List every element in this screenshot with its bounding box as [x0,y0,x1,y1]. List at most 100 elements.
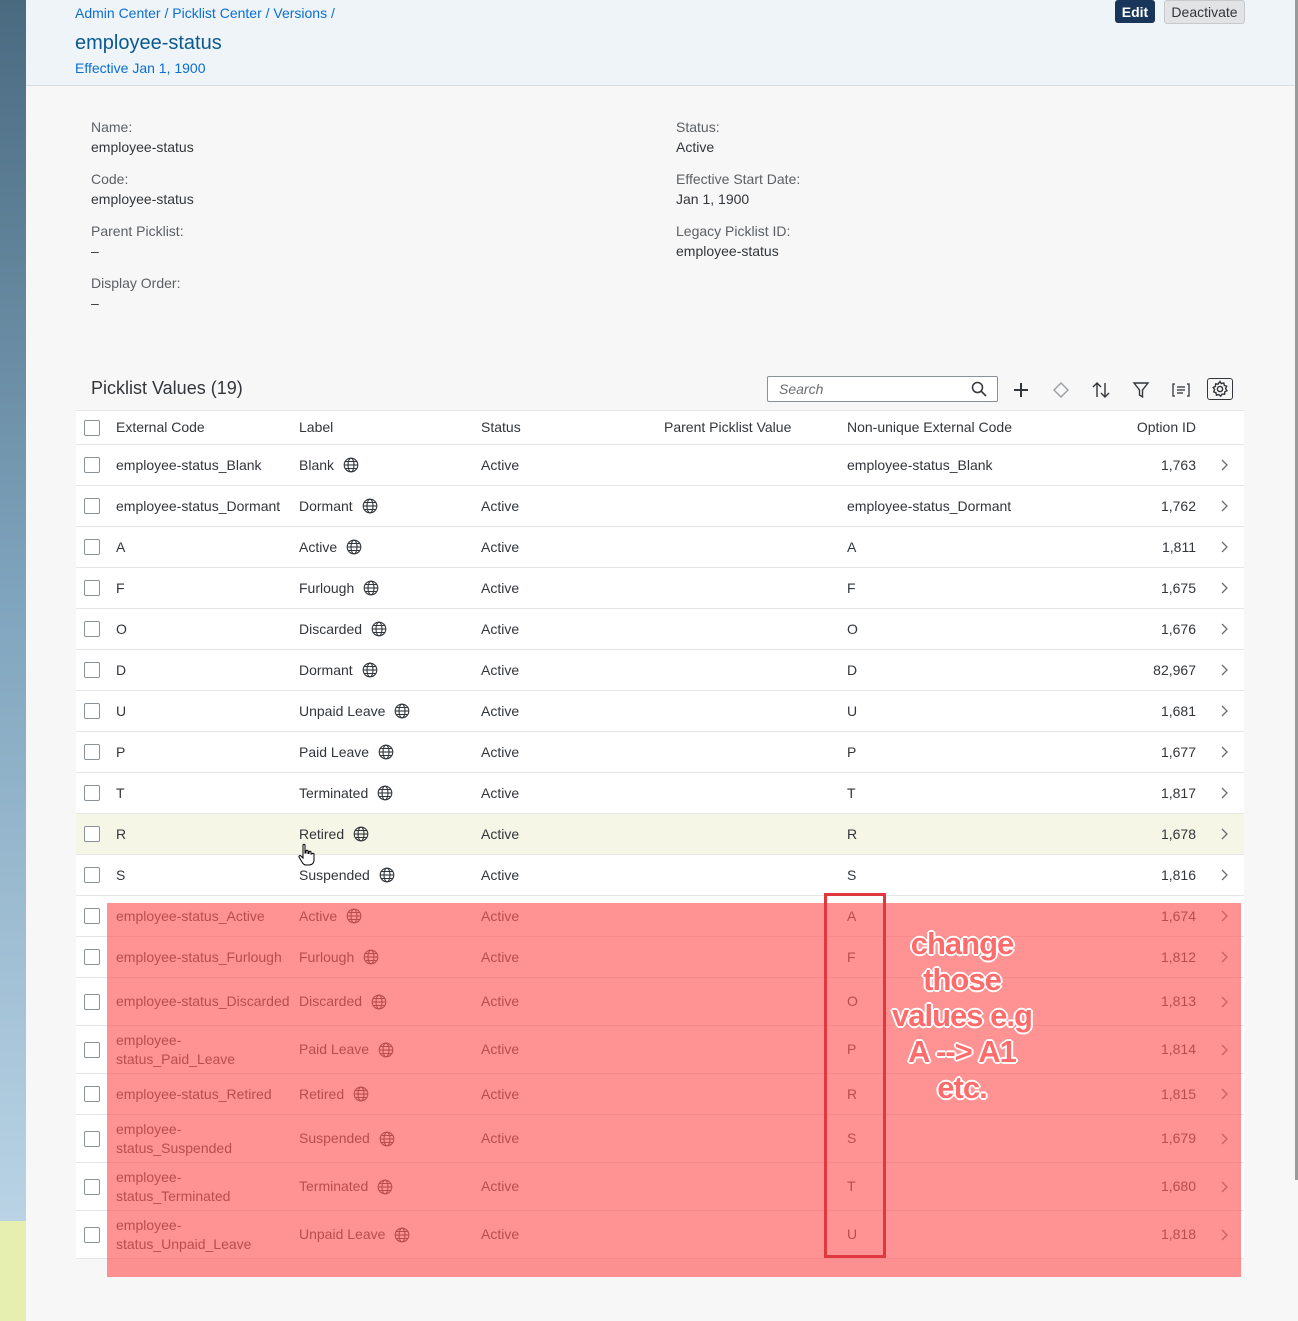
group-icon[interactable] [1169,378,1193,402]
globe-icon[interactable] [353,1086,369,1102]
chevron-right-icon[interactable] [1220,869,1228,881]
search-field[interactable] [767,376,998,402]
label-cell: Terminated [299,773,469,813]
search-input[interactable] [768,377,968,401]
chevron-right-icon[interactable] [1220,541,1228,553]
table-row[interactable]: employee-status_Suspended Suspended Active… [76,1115,1244,1163]
table-row[interactable]: employee-status_Terminated Terminated Acti… [76,1163,1244,1211]
table-row[interactable]: T Terminated Active T 1,817 [76,773,1244,814]
table-row[interactable]: S Suspended Active S 1,816 [76,855,1244,896]
row-checkbox[interactable] [84,949,100,965]
globe-icon[interactable] [394,703,410,719]
column-header-external-code[interactable]: External Code [116,419,205,435]
row-checkbox[interactable] [84,621,100,637]
globe-icon[interactable] [353,826,369,842]
table-row[interactable]: employee-status_Blank Blank Active employee… [76,445,1244,486]
chevron-right-icon[interactable] [1220,1088,1228,1100]
scrollbar-edge[interactable] [1295,0,1298,1180]
table-row[interactable]: employee-status_Dormant Dormant Active empl… [76,486,1244,527]
globe-icon[interactable] [377,785,393,801]
table-row[interactable]: F Furlough Active F 1,675 [76,568,1244,609]
row-checkbox[interactable] [84,457,100,473]
globe-icon[interactable] [379,867,395,883]
chevron-right-icon[interactable] [1220,951,1228,963]
chevron-right-icon[interactable] [1220,828,1228,840]
sort-icon[interactable] [1089,378,1113,402]
chevron-right-icon[interactable] [1220,459,1228,471]
gear-icon[interactable] [1207,378,1233,400]
row-checkbox[interactable] [84,1178,100,1195]
add-icon[interactable] [1009,378,1033,402]
table-row[interactable]: U Unpaid Leave Active U 1,681 [76,691,1244,732]
chevron-right-icon[interactable] [1220,1229,1228,1241]
row-checkbox[interactable] [84,867,100,883]
row-checkbox[interactable] [84,993,100,1010]
globe-icon[interactable] [343,457,359,473]
chevron-right-icon[interactable] [1220,1133,1228,1145]
chevron-right-icon[interactable] [1220,705,1228,717]
table-row[interactable]: R Retired Active R 1,678 [76,814,1244,855]
column-header-non-unique-external-code[interactable]: Non-unique External Code [847,419,1012,435]
globe-icon[interactable] [362,662,378,678]
row-checkbox[interactable] [84,539,100,555]
table-row[interactable]: employee-status_Furlough Furlough Active F 1… [76,937,1244,978]
row-checkbox[interactable] [84,785,100,801]
row-checkbox[interactable] [84,662,100,678]
row-checkbox[interactable] [84,580,100,596]
table-row[interactable]: A Active Active A 1,811 [76,527,1244,568]
globe-icon[interactable] [379,1131,395,1147]
row-checkbox[interactable] [84,744,100,760]
chevron-right-icon[interactable] [1220,910,1228,922]
column-header-parent-picklist-value[interactable]: Parent Picklist Value [664,419,792,435]
row-checkbox[interactable] [84,908,100,924]
column-header-label[interactable]: Label [299,419,334,435]
chevron-right-icon[interactable] [1220,787,1228,799]
column-header-status[interactable]: Status [481,419,521,435]
globe-icon[interactable] [362,498,378,514]
row-checkbox[interactable] [84,826,100,842]
chevron-right-icon[interactable] [1220,746,1228,758]
chevron-right-icon[interactable] [1220,582,1228,594]
chevron-right-icon[interactable] [1220,664,1228,676]
deactivate-button[interactable]: Deactivate [1164,0,1245,24]
globe-icon[interactable] [346,908,362,924]
row-checkbox[interactable] [84,1041,100,1058]
table-row[interactable]: employee-status_Retired Retired Active R 1,8… [76,1074,1244,1115]
row-checkbox[interactable] [84,1130,100,1147]
globe-icon[interactable] [378,744,394,760]
table-row[interactable]: employee-status_Unpaid_Leave Unpaid Leave… [76,1211,1244,1259]
globe-icon[interactable] [394,1227,410,1243]
globe-icon[interactable] [371,994,387,1010]
table-row[interactable]: P Paid Leave Active P 1,677 [76,732,1244,773]
table-row[interactable]: D Dormant Active D 82,967 [76,650,1244,691]
effective-date-link[interactable]: Effective Jan 1, 1900 [75,60,206,76]
row-checkbox[interactable] [84,498,100,514]
table-row[interactable]: employee-status_Paid_Leave Paid Leave Acti… [76,1026,1244,1074]
globe-icon[interactable] [378,1042,394,1058]
diamond-icon[interactable] [1049,378,1073,402]
row-checkbox[interactable] [84,1086,100,1102]
chevron-right-icon[interactable] [1220,1181,1228,1193]
breadcrumb[interactable]: Admin Center / Picklist Center / Version… [75,5,335,21]
globe-icon[interactable] [377,1179,393,1195]
non-unique-code-cell-text: P [847,743,857,760]
select-all-checkbox[interactable] [84,419,100,436]
filter-icon[interactable] [1129,378,1153,402]
globe-icon[interactable] [363,580,379,596]
row-select-cell [84,691,102,731]
globe-icon[interactable] [363,949,379,965]
table-row[interactable]: employee-status_Active Active Active A 1,674 [76,896,1244,937]
table-row[interactable]: employee-status_Discarded Discarded Active… [76,978,1244,1026]
column-header-option-id[interactable]: Option ID [1136,419,1196,435]
search-icon[interactable] [971,381,987,397]
table-row[interactable]: O Discarded Active O 1,676 [76,609,1244,650]
edit-button[interactable]: Edit [1115,0,1155,23]
chevron-right-icon[interactable] [1220,500,1228,512]
chevron-right-icon[interactable] [1220,1044,1228,1056]
globe-icon[interactable] [371,621,387,637]
row-checkbox[interactable] [84,1226,100,1243]
globe-icon[interactable] [346,539,362,555]
chevron-right-icon[interactable] [1220,996,1228,1008]
row-checkbox[interactable] [84,703,100,719]
chevron-right-icon[interactable] [1220,623,1228,635]
